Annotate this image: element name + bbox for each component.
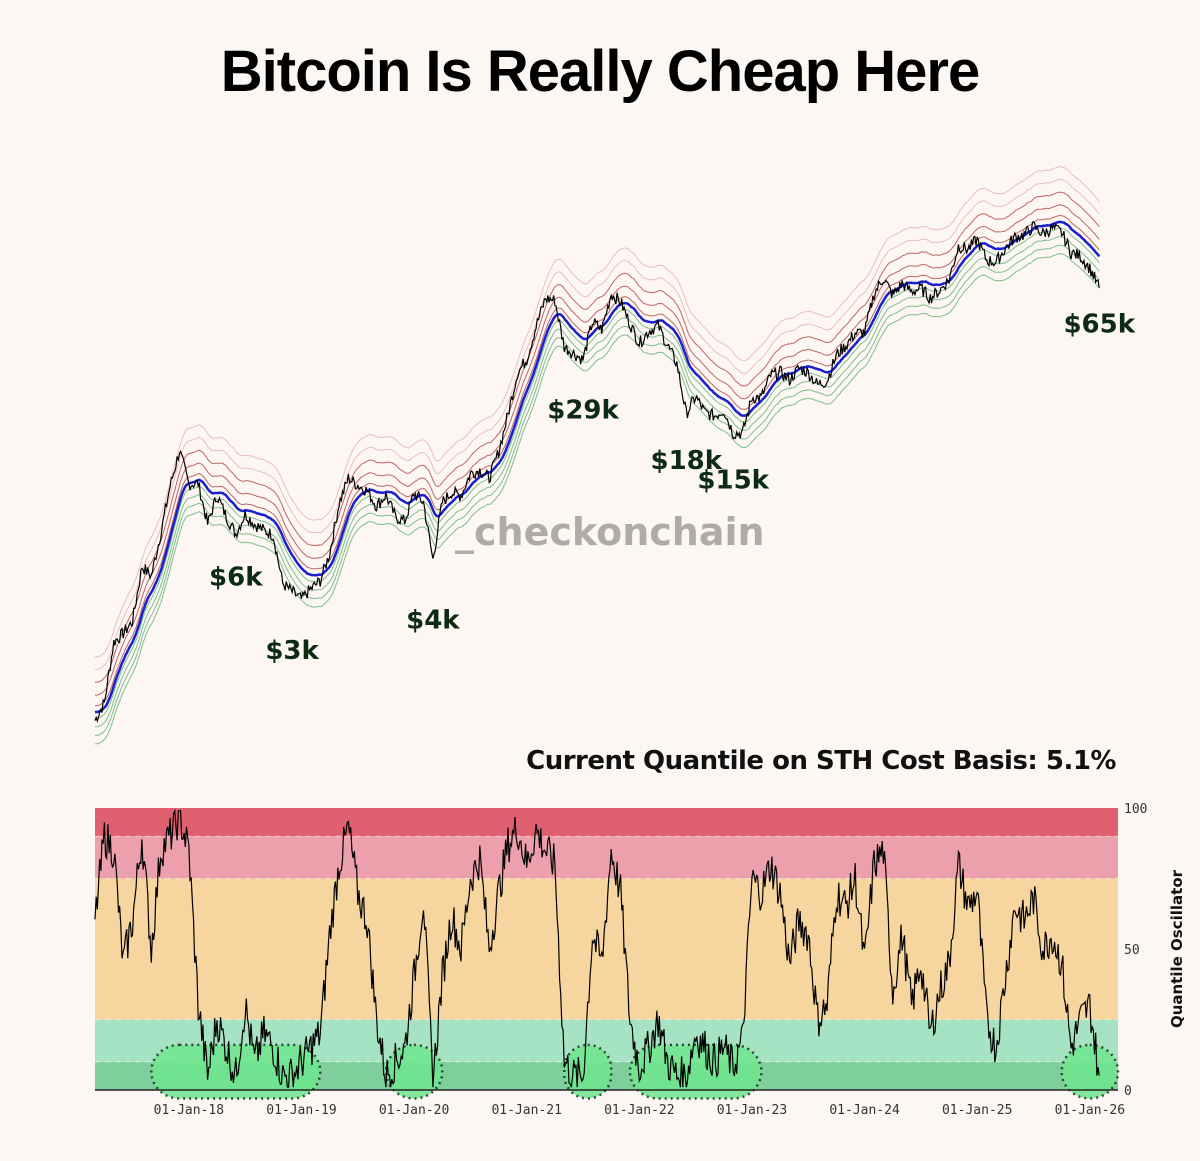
y-tick-label: 50 <box>1124 943 1140 958</box>
chart-title: Bitcoin Is Really Cheap Here <box>220 39 980 104</box>
quantile-oscillator-line <box>94 808 1100 1088</box>
price-annotation: $29k <box>547 395 619 425</box>
upper-band-line <box>94 191 1100 683</box>
lower-band-line <box>94 236 1100 728</box>
x-tick-label: 01-Jan-25 <box>942 1103 1012 1118</box>
oscillator-band <box>95 808 1118 837</box>
price-annotation: $4k <box>406 606 460 636</box>
oscillator-band <box>95 836 1118 879</box>
price-annotation: $3k <box>265 636 319 666</box>
current-quantile-label: Current Quantile on STH Cost Basis: 5.1% <box>526 746 1116 776</box>
x-tick-label: 01-Jan-24 <box>829 1103 900 1118</box>
buy-zone-highlight <box>384 1043 444 1100</box>
upper-band-line <box>94 204 1100 696</box>
sth-cost-basis-line <box>94 220 1101 714</box>
price-annotation: $18k <box>650 446 722 476</box>
upper-band-line <box>94 178 1100 671</box>
x-tick-label: 01-Jan-18 <box>154 1103 224 1118</box>
x-tick-label: 01-Jan-23 <box>717 1103 787 1118</box>
price-annotation: $15k <box>697 465 769 495</box>
upper-band-line <box>94 214 1100 707</box>
watermark: _checkonchain <box>455 510 765 554</box>
x-tick-label: 01-Jan-21 <box>491 1103 561 1118</box>
lower-band-line <box>94 253 1100 745</box>
price-line <box>94 221 1100 724</box>
buy-zone-highlight <box>1060 1043 1120 1100</box>
x-tick-label: 01-Jan-19 <box>266 1103 336 1118</box>
price-annotation: $6k <box>209 563 263 593</box>
y-tick-label: 100 <box>1124 802 1147 817</box>
oscillator-band <box>95 878 1118 1020</box>
x-tick-label: 01-Jan-22 <box>604 1103 674 1118</box>
y-axis-title: Quantile Oscillator <box>1168 869 1186 1028</box>
upper-band-line <box>94 166 1100 658</box>
x-tick-label: 01-Jan-20 <box>379 1103 449 1118</box>
x-tick-label: 01-Jan-26 <box>1055 1103 1125 1118</box>
buy-zone-highlight <box>563 1043 613 1100</box>
price-annotation: $65k <box>1063 310 1135 340</box>
lower-band-line <box>94 244 1100 736</box>
y-tick-label: 0 <box>1124 1084 1132 1099</box>
lower-band-line <box>94 227 1100 719</box>
